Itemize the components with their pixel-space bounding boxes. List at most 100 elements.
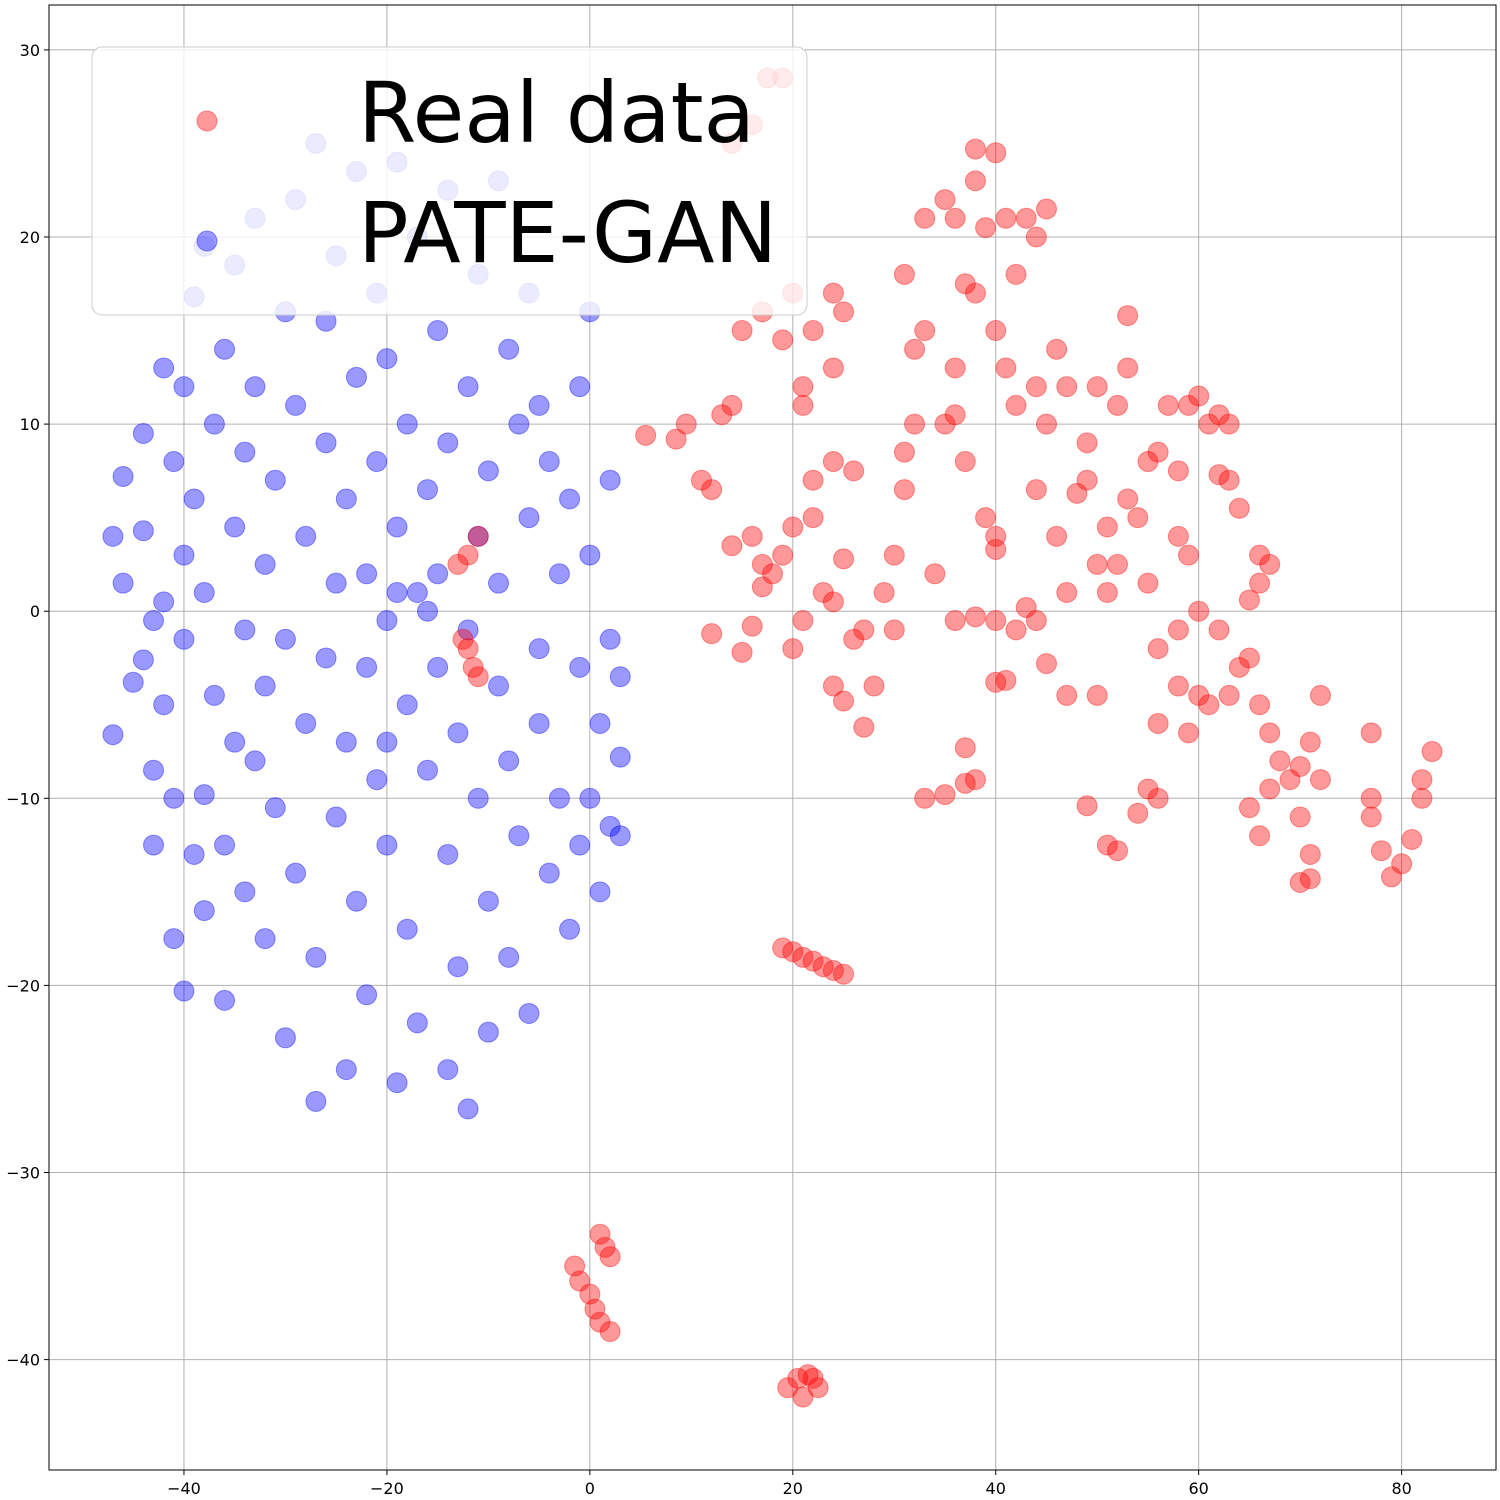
point <box>1005 619 1027 641</box>
point <box>467 525 489 547</box>
point <box>1279 769 1301 791</box>
point <box>1107 840 1129 862</box>
point <box>193 581 215 603</box>
point <box>1137 451 1159 473</box>
point <box>802 469 824 491</box>
point <box>143 759 165 781</box>
point <box>802 950 824 972</box>
point <box>1391 853 1413 875</box>
point <box>518 1002 540 1024</box>
point <box>274 1027 296 1049</box>
point <box>325 806 347 828</box>
point <box>183 488 205 510</box>
point <box>1035 413 1057 435</box>
point <box>964 769 986 791</box>
point <box>498 338 520 360</box>
point <box>1188 385 1210 407</box>
point <box>214 834 236 856</box>
point <box>203 684 225 706</box>
point <box>559 918 581 940</box>
point <box>1046 338 1068 360</box>
point <box>822 282 844 304</box>
point <box>934 413 956 435</box>
point <box>234 619 256 641</box>
point <box>1127 802 1149 824</box>
point <box>914 320 936 342</box>
point <box>1289 806 1311 828</box>
point <box>599 1246 621 1268</box>
point <box>701 479 723 501</box>
point <box>1218 469 1240 491</box>
point <box>762 563 783 585</box>
point <box>1107 394 1129 416</box>
point <box>1056 376 1078 398</box>
point <box>1249 572 1271 594</box>
point <box>427 656 449 678</box>
point <box>254 928 276 950</box>
point <box>964 282 986 304</box>
point <box>1167 525 1189 547</box>
point <box>264 469 286 491</box>
point <box>457 1098 479 1120</box>
point <box>437 432 459 454</box>
point <box>1360 722 1382 744</box>
point <box>1228 497 1250 519</box>
point <box>1127 507 1149 529</box>
point <box>985 320 1007 342</box>
point <box>812 581 834 603</box>
point <box>559 488 581 510</box>
point <box>1117 488 1139 510</box>
point <box>457 638 479 660</box>
point <box>325 572 347 594</box>
point <box>508 825 530 847</box>
point <box>416 479 438 501</box>
point <box>1025 376 1047 398</box>
point <box>234 441 256 463</box>
x-tick-label: −40 <box>167 1479 201 1498</box>
point <box>1096 581 1118 603</box>
point <box>102 724 124 746</box>
point <box>488 572 510 594</box>
point <box>792 394 814 416</box>
point <box>893 263 915 285</box>
point <box>772 937 794 959</box>
point <box>1056 684 1078 706</box>
point <box>964 138 986 160</box>
legend: Real data PATE-GAN <box>91 46 808 316</box>
point <box>995 669 1017 691</box>
point <box>153 357 175 379</box>
point <box>335 488 357 510</box>
point <box>589 1311 611 1333</box>
point <box>477 1021 499 1043</box>
point <box>1238 647 1260 669</box>
point <box>843 460 865 482</box>
point <box>1107 553 1129 575</box>
point <box>772 544 794 566</box>
point <box>985 525 1007 547</box>
point <box>833 690 855 712</box>
point <box>914 787 936 809</box>
point <box>193 900 215 922</box>
point <box>893 441 915 463</box>
y-tick-label: 0 <box>30 602 40 621</box>
point <box>548 563 570 585</box>
point <box>985 538 1007 560</box>
y-tick-label: −20 <box>6 976 40 995</box>
point <box>1259 553 1281 575</box>
point <box>163 928 185 950</box>
point <box>741 525 763 547</box>
x-tick-label: 60 <box>1189 1479 1209 1498</box>
point <box>701 623 723 645</box>
point <box>285 862 307 884</box>
point <box>427 320 449 342</box>
point <box>1147 441 1169 463</box>
point <box>594 1236 616 1258</box>
point <box>1188 684 1210 706</box>
point <box>376 834 398 856</box>
point <box>508 413 530 435</box>
point <box>1147 787 1169 809</box>
x-tick-label: 80 <box>1391 1479 1411 1498</box>
point <box>305 946 327 968</box>
point <box>792 946 814 968</box>
point <box>1208 404 1230 426</box>
